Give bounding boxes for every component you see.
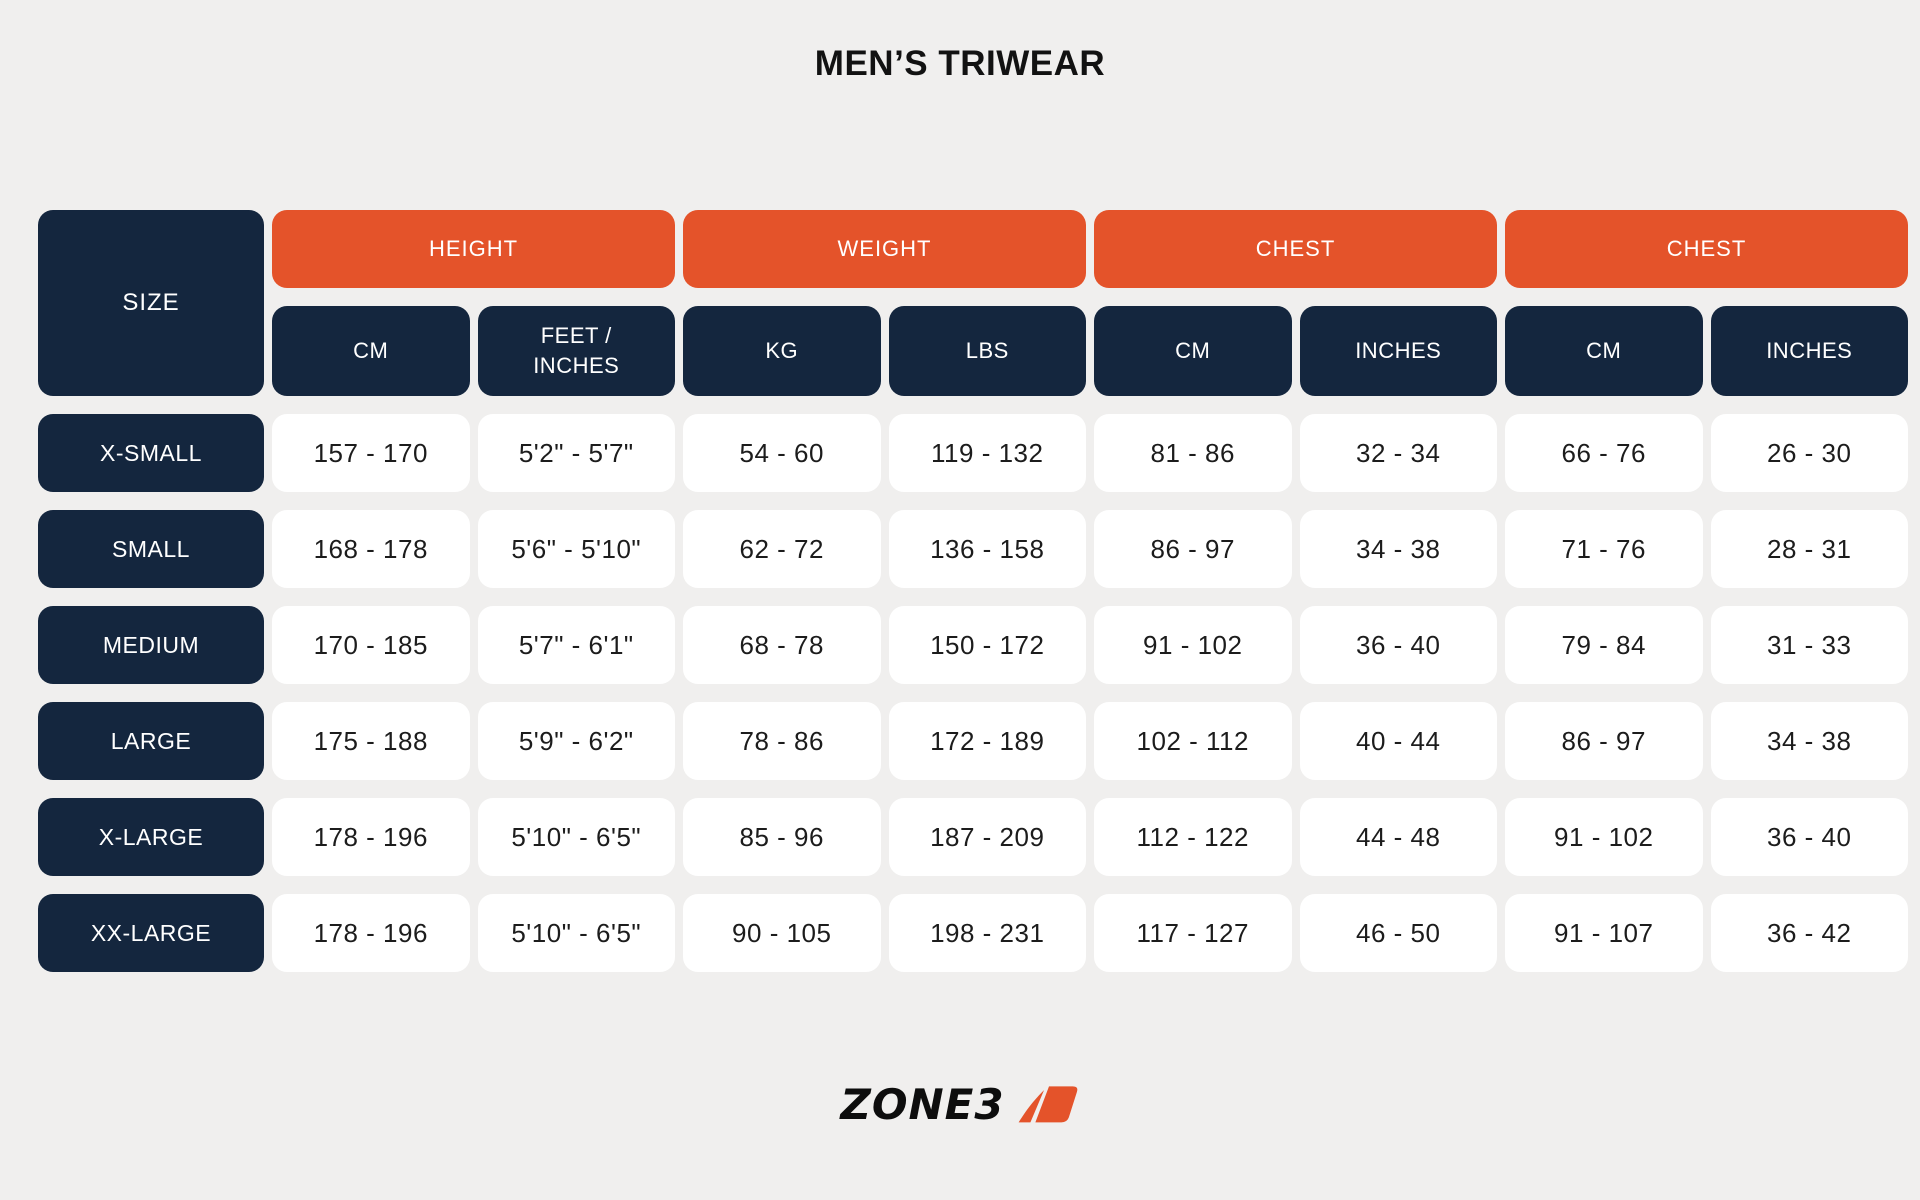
table-cell: 5'10" - 6'5" [477, 894, 675, 972]
table-cell: 91 - 102 [1505, 798, 1703, 876]
subheader-height-cm: CM [272, 306, 470, 396]
table-cell: 157 - 170 [272, 414, 470, 492]
table-cell: 117 - 127 [1094, 894, 1292, 972]
subheader-height-feet-inches: FEET / INCHES [477, 306, 675, 396]
table-cell: 91 - 107 [1505, 894, 1703, 972]
table-cell: 68 - 78 [683, 606, 881, 684]
table-cell: 178 - 196 [272, 894, 470, 972]
table-cell: 5'10" - 6'5" [477, 798, 675, 876]
group-header-chest-2: CHEST [1505, 210, 1908, 288]
brand-logo: ZONE3 [0, 1080, 1920, 1129]
group-header-height: HEIGHT [272, 210, 675, 288]
table-cell: 172 - 189 [888, 702, 1086, 780]
brand-flag-icon [1018, 1085, 1077, 1122]
table-cell: 102 - 112 [1094, 702, 1292, 780]
table-cell: 36 - 42 [1710, 894, 1908, 972]
table-cell: 170 - 185 [272, 606, 470, 684]
subheader-chest1-cm: CM [1094, 306, 1292, 396]
table-cell: 28 - 31 [1710, 510, 1908, 588]
table-cell: 85 - 96 [683, 798, 881, 876]
table-cell: 136 - 158 [888, 510, 1086, 588]
table-cell: 5'9" - 6'2" [477, 702, 675, 780]
table-cell: 40 - 44 [1299, 702, 1497, 780]
size-row-label: X-SMALL [38, 414, 264, 492]
table-cell: 187 - 209 [888, 798, 1086, 876]
subheader-weight-lbs: LBS [888, 306, 1086, 396]
size-chart-table: SIZE HEIGHT WEIGHT CHEST CHEST CM FEET /… [38, 210, 1908, 972]
table-cell: 36 - 40 [1299, 606, 1497, 684]
table-cell: 26 - 30 [1710, 414, 1908, 492]
table-cell: 198 - 231 [888, 894, 1086, 972]
table-cell: 91 - 102 [1094, 606, 1292, 684]
table-cell: 78 - 86 [683, 702, 881, 780]
table-cell: 32 - 34 [1299, 414, 1497, 492]
size-row-label: SMALL [38, 510, 264, 588]
table-cell: 86 - 97 [1094, 510, 1292, 588]
table-cell: 46 - 50 [1299, 894, 1497, 972]
size-row-label: MEDIUM [38, 606, 264, 684]
group-header-weight: WEIGHT [683, 210, 1086, 288]
table-cell: 44 - 48 [1299, 798, 1497, 876]
subheader-chest2-inches: INCHES [1710, 306, 1908, 396]
size-row-label: LARGE [38, 702, 264, 780]
subheader-chest2-cm: CM [1505, 306, 1703, 396]
subheader-weight-kg: KG [683, 306, 881, 396]
table-cell: 34 - 38 [1299, 510, 1497, 588]
table-cell: 5'7" - 6'1" [477, 606, 675, 684]
size-row-label: X-LARGE [38, 798, 264, 876]
table-cell: 90 - 105 [683, 894, 881, 972]
table-cell: 54 - 60 [683, 414, 881, 492]
table-cell: 31 - 33 [1710, 606, 1908, 684]
subheader-chest1-inches: INCHES [1299, 306, 1497, 396]
table-cell: 71 - 76 [1505, 510, 1703, 588]
table-cell: 168 - 178 [272, 510, 470, 588]
page-title: MEN’S TRIWEAR [814, 44, 1106, 83]
group-header-chest-1: CHEST [1094, 210, 1497, 288]
size-row-label: XX-LARGE [38, 894, 264, 972]
table-cell: 34 - 38 [1710, 702, 1908, 780]
brand-logo-text: ZONE3 [840, 1080, 1005, 1129]
table-cell: 150 - 172 [888, 606, 1086, 684]
table-cell: 112 - 122 [1094, 798, 1292, 876]
size-column-header: SIZE [38, 210, 264, 396]
table-cell: 119 - 132 [888, 414, 1086, 492]
table-cell: 66 - 76 [1505, 414, 1703, 492]
table-cell: 5'2" - 5'7" [477, 414, 675, 492]
table-cell: 36 - 40 [1710, 798, 1908, 876]
table-cell: 79 - 84 [1505, 606, 1703, 684]
table-cell: 86 - 97 [1505, 702, 1703, 780]
table-cell: 5'6" - 5'10" [477, 510, 675, 588]
table-cell: 62 - 72 [683, 510, 881, 588]
table-cell: 81 - 86 [1094, 414, 1292, 492]
table-cell: 178 - 196 [272, 798, 470, 876]
table-cell: 175 - 188 [272, 702, 470, 780]
